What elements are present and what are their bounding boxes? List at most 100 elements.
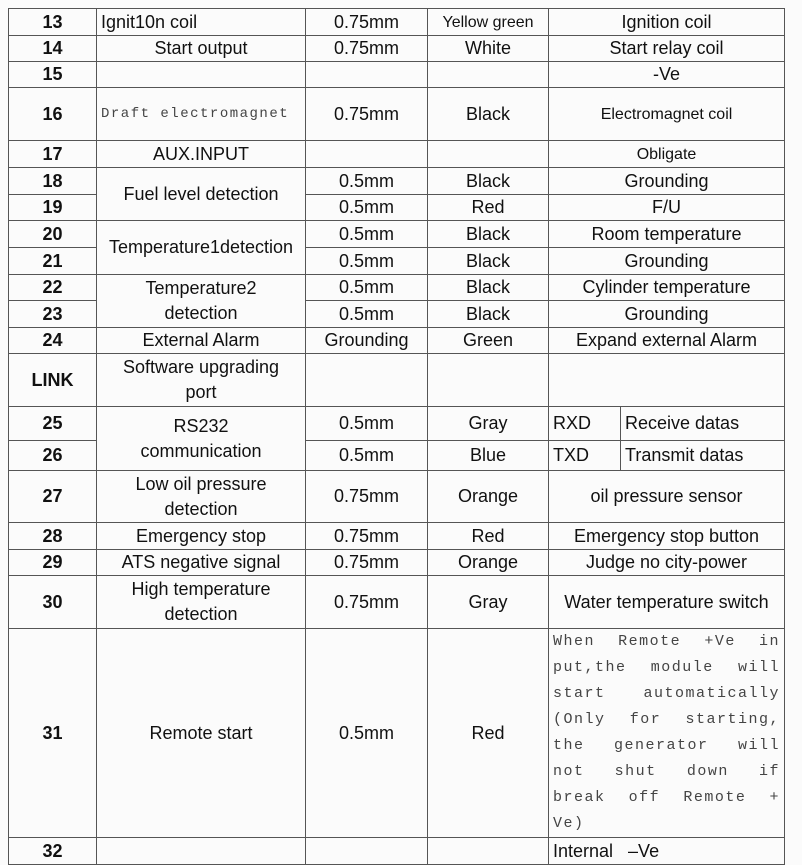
- pin-number: 19: [8, 194, 97, 221]
- function: External Alarm: [96, 327, 306, 354]
- table-row: 25 RS232 communication 0.5mm Gray RXD Re…: [8, 406, 785, 471]
- table-row: 26 0.5mm Blue TXD Transmit datas: [8, 440, 785, 471]
- pin-number: 20: [8, 220, 97, 248]
- wire-color: Black: [427, 87, 549, 141]
- description: Receive datas: [620, 406, 785, 441]
- wire-color: Black: [427, 220, 549, 248]
- wire-size: 0.75mm: [305, 549, 428, 576]
- signal-name: TXD: [548, 440, 621, 471]
- function: Low oil pressure detection: [96, 470, 306, 523]
- table-row: 27 Low oil pressure detection 0.75mm Ora…: [8, 470, 785, 523]
- table-row: LINK Software upgrading port: [8, 353, 785, 407]
- function: Emergency stop: [96, 522, 306, 550]
- pin-number: LINK: [8, 353, 97, 407]
- pin-number: 25: [8, 406, 97, 441]
- function: Start output: [96, 35, 306, 62]
- wiring-table: 13 Ignit10n coil 0.75mm Yellow green Ign…: [8, 8, 785, 865]
- wire-size: 0.5mm: [305, 220, 428, 248]
- description: When Remote +Ve input,the module will st…: [548, 628, 785, 838]
- wire-color: Black: [427, 274, 549, 301]
- wire-color: Gray: [427, 575, 549, 629]
- pin-number: 28: [8, 522, 97, 550]
- wire-size: 0.5mm: [305, 628, 428, 838]
- description: Obligate: [548, 140, 785, 168]
- wire-color: Red: [427, 628, 549, 838]
- description: Ignition coil: [548, 8, 785, 36]
- function: Remote start: [96, 628, 306, 838]
- pin-number: 13: [8, 8, 97, 36]
- wire-color: [427, 140, 549, 168]
- wire-size: [305, 353, 428, 407]
- wire-color: Orange: [427, 549, 549, 576]
- table-row: 14 Start output 0.75mm White Start relay…: [8, 35, 785, 62]
- function: Temperature2 detection: [96, 274, 306, 328]
- pin-number: 30: [8, 575, 97, 629]
- table-row: 18 Fuel level detection 0.5mm Black Grou…: [8, 167, 785, 221]
- function: [96, 61, 306, 88]
- wire-size: 0.5mm: [305, 300, 428, 328]
- pin-number: 29: [8, 549, 97, 576]
- table-row: 28 Emergency stop 0.75mm Red Emergency s…: [8, 522, 785, 550]
- wire-color: [427, 61, 549, 88]
- pin-number: 17: [8, 140, 97, 168]
- function: Ignit10n coil: [96, 8, 306, 36]
- pin-number: 15: [8, 61, 97, 88]
- function: Temperature1detection: [96, 220, 306, 275]
- wire-size: [305, 140, 428, 168]
- table-row: 19 0.5mm Red F/U: [8, 194, 785, 221]
- wire-size: 0.5mm: [305, 440, 428, 471]
- wire-size: Grounding: [305, 327, 428, 354]
- table-row: 29 ATS negative signal 0.75mm Orange Jud…: [8, 549, 785, 576]
- wire-size: 0.5mm: [305, 247, 428, 275]
- pin-number: 24: [8, 327, 97, 354]
- function: Draft electromagnet: [96, 87, 306, 141]
- wire-color: Gray: [427, 406, 549, 441]
- wire-size: 0.75mm: [305, 522, 428, 550]
- description: Grounding: [548, 300, 785, 328]
- table-row: 16 Draft electromagnet 0.75mm Black Elec…: [8, 87, 785, 141]
- description: Grounding: [548, 167, 785, 195]
- wire-color: Yellow green: [427, 8, 549, 36]
- pin-number: 26: [8, 440, 97, 471]
- description: Transmit datas: [620, 440, 785, 471]
- wire-size: 0.75mm: [305, 8, 428, 36]
- function: High temperature detection: [96, 575, 306, 629]
- wire-size: 0.75mm: [305, 87, 428, 141]
- wire-size: 0.5mm: [305, 194, 428, 221]
- wire-color: Orange: [427, 470, 549, 523]
- table-row: 15 -Ve: [8, 61, 785, 88]
- pin-number: 14: [8, 35, 97, 62]
- wire-color: Black: [427, 167, 549, 195]
- wire-size: [305, 61, 428, 88]
- description: Grounding: [548, 247, 785, 275]
- description: Electromagnet coil: [548, 87, 785, 141]
- description: -Ve: [548, 61, 785, 88]
- wire-size: 0.5mm: [305, 274, 428, 301]
- table-row: 17 AUX.INPUT Obligate: [8, 140, 785, 168]
- signal-name: RXD: [548, 406, 621, 441]
- wire-size: 0.75mm: [305, 575, 428, 629]
- pin-number: 23: [8, 300, 97, 328]
- wire-size: 0.75mm: [305, 35, 428, 62]
- pin-number: 18: [8, 167, 97, 195]
- wire-size: 0.5mm: [305, 406, 428, 441]
- wire-color: Green: [427, 327, 549, 354]
- wire-color: White: [427, 35, 549, 62]
- description: Cylinder temperature: [548, 274, 785, 301]
- table-row: 20 Temperature1detection 0.5mm Black Roo…: [8, 220, 785, 275]
- wire-color: [427, 353, 549, 407]
- function: ATS negative signal: [96, 549, 306, 576]
- wire-color: Black: [427, 247, 549, 275]
- function: Software upgrading port: [96, 353, 306, 407]
- wire-color: Black: [427, 300, 549, 328]
- wire-color: Blue: [427, 440, 549, 471]
- pin-number: 21: [8, 247, 97, 275]
- function: AUX.INPUT: [96, 140, 306, 168]
- table-row: 31 Remote start 0.5mm Red When Remote +V…: [8, 628, 785, 838]
- wire-color: Red: [427, 194, 549, 221]
- description: Water temperature switch: [548, 575, 785, 629]
- pin-number: 16: [8, 87, 97, 141]
- description: F/U: [548, 194, 785, 221]
- pin-number: 31: [8, 628, 97, 838]
- table-row: 30 High temperature detection 0.75mm Gra…: [8, 575, 785, 629]
